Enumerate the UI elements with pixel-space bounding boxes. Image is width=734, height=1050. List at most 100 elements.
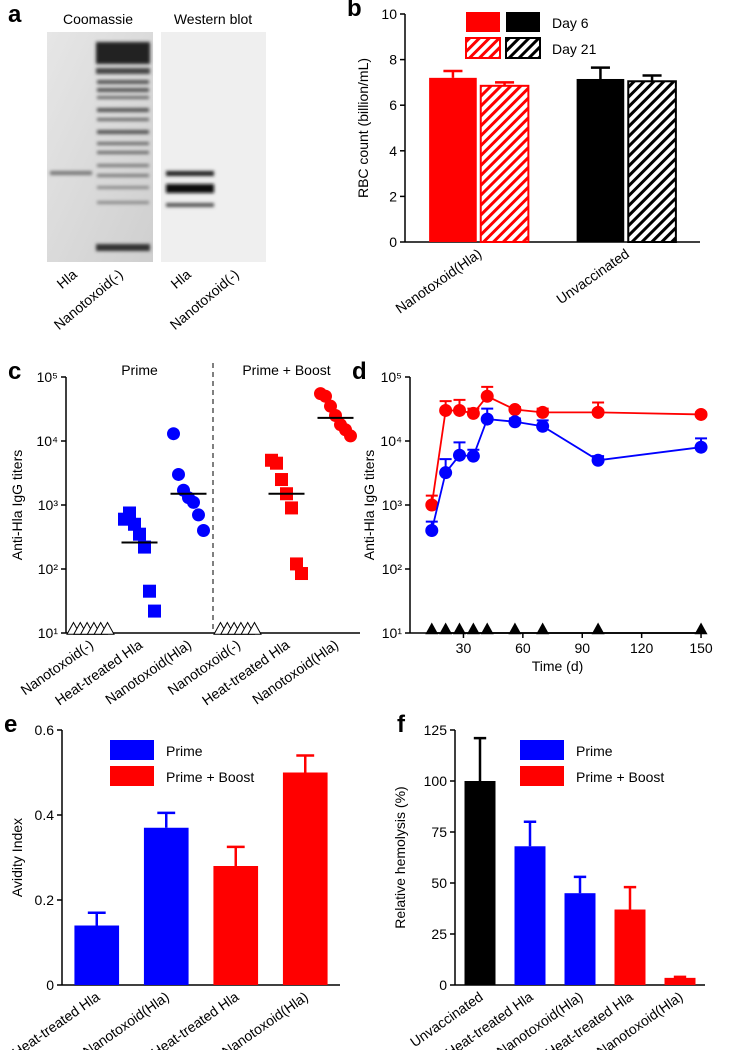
legend-swatch xyxy=(465,37,501,59)
legend-swatch xyxy=(110,740,154,760)
error-bar xyxy=(673,975,687,979)
bar xyxy=(576,78,625,242)
y-tick-label: 4 xyxy=(389,143,397,159)
bar xyxy=(479,84,530,243)
y-tick-label: 2 xyxy=(389,188,397,204)
panel-label: b xyxy=(347,0,362,22)
bar xyxy=(74,925,120,985)
point xyxy=(319,389,332,403)
lane-label: Hla xyxy=(168,266,195,292)
y-axis-label: Avidity Index xyxy=(9,818,25,897)
bar xyxy=(282,772,328,985)
error-bar xyxy=(642,74,662,82)
group-label: Prime + Boost xyxy=(242,362,330,378)
panel-label: e xyxy=(4,711,17,738)
point xyxy=(143,584,156,598)
point xyxy=(133,527,146,541)
point xyxy=(344,429,357,443)
bar xyxy=(143,827,189,985)
point xyxy=(452,448,466,462)
point xyxy=(192,508,205,522)
legend-label: Day 6 xyxy=(552,15,589,31)
point xyxy=(508,403,522,417)
bar xyxy=(429,77,477,242)
gel-image xyxy=(47,32,153,262)
chart-panel: c 10¹ 10² 10³ 10⁴ 10⁵ Anti-Hla IgG titers Nanot… xyxy=(8,358,360,708)
point xyxy=(466,406,480,420)
y-tick-label: 10⁴ xyxy=(380,433,402,449)
bar xyxy=(464,781,496,985)
point xyxy=(480,389,494,403)
point xyxy=(439,622,453,635)
y-tick-label: 10³ xyxy=(382,497,403,513)
y-tick-label: 0.4 xyxy=(35,807,55,823)
bar xyxy=(664,977,696,985)
y-tick-label: 10¹ xyxy=(38,625,59,641)
y-axis-label: Relative hemolysis (%) xyxy=(392,786,408,928)
bar xyxy=(514,846,546,985)
gel-image xyxy=(161,32,266,262)
point xyxy=(123,506,136,520)
point xyxy=(466,449,480,463)
point xyxy=(128,517,141,531)
point xyxy=(694,440,708,454)
y-tick-label: 100 xyxy=(424,773,448,789)
chart-panel: d 10¹ 10² 10³ 10⁴ 10⁵ Anti-Hla IgG titers 30 60 9… xyxy=(352,358,713,674)
y-tick-label: 6 xyxy=(389,97,397,113)
bar xyxy=(213,866,259,985)
panel-label: f xyxy=(397,711,406,738)
point xyxy=(100,621,115,635)
x-tick-label: Nanotoxoid(Hla) xyxy=(392,245,484,316)
gel-title: Western blot xyxy=(174,11,252,27)
y-tick-label: 10¹ xyxy=(382,625,403,641)
legend-swatch xyxy=(466,12,500,32)
legend-label: Day 21 xyxy=(552,41,597,57)
legend-swatch xyxy=(520,766,564,786)
point xyxy=(591,405,605,419)
x-tick-label: Nanotoxoid(Hla) xyxy=(102,636,194,707)
x-tick-label: 60 xyxy=(515,640,531,656)
y-tick-label: 10⁵ xyxy=(37,369,58,385)
group-label: Prime xyxy=(121,362,158,378)
lane-label: Hla xyxy=(54,266,81,292)
error-bar xyxy=(473,736,487,781)
y-tick-label: 0.2 xyxy=(35,892,55,908)
y-tick-label: 25 xyxy=(431,926,447,942)
y-tick-label: 75 xyxy=(431,824,447,840)
x-tick-label: 150 xyxy=(689,640,713,656)
point xyxy=(425,523,439,537)
point xyxy=(591,453,605,467)
legend-swatch xyxy=(110,766,154,786)
error-bar xyxy=(226,845,245,866)
y-tick-label: 0 xyxy=(439,977,447,993)
error-bar xyxy=(87,911,106,926)
series-line xyxy=(430,418,702,531)
point xyxy=(439,403,453,417)
legend-label: Prime xyxy=(166,743,203,759)
panel-label: c xyxy=(8,358,21,385)
panel-label: a xyxy=(8,1,22,28)
error-bar xyxy=(523,820,537,847)
point xyxy=(536,622,550,635)
y-tick-label: 10 xyxy=(381,6,397,22)
point xyxy=(466,622,480,635)
error-bar xyxy=(573,875,587,894)
error-bar xyxy=(157,811,176,828)
x-tick-label: Nanotoxoid(Hla) xyxy=(249,636,341,707)
legend-label: Prime + Boost xyxy=(166,769,254,785)
y-tick-label: 10² xyxy=(38,561,59,577)
point xyxy=(285,501,298,515)
point xyxy=(167,427,180,441)
point xyxy=(452,403,466,417)
point xyxy=(138,540,151,554)
point xyxy=(694,622,708,635)
point xyxy=(148,604,161,618)
x-tick-label: 30 xyxy=(456,640,472,656)
point xyxy=(591,622,605,635)
point xyxy=(508,415,522,429)
y-tick-label: 10⁵ xyxy=(381,369,402,385)
error-bar xyxy=(443,69,463,78)
point xyxy=(694,407,708,421)
panel-label: d xyxy=(352,358,367,385)
y-tick-label: 10⁴ xyxy=(36,433,58,449)
